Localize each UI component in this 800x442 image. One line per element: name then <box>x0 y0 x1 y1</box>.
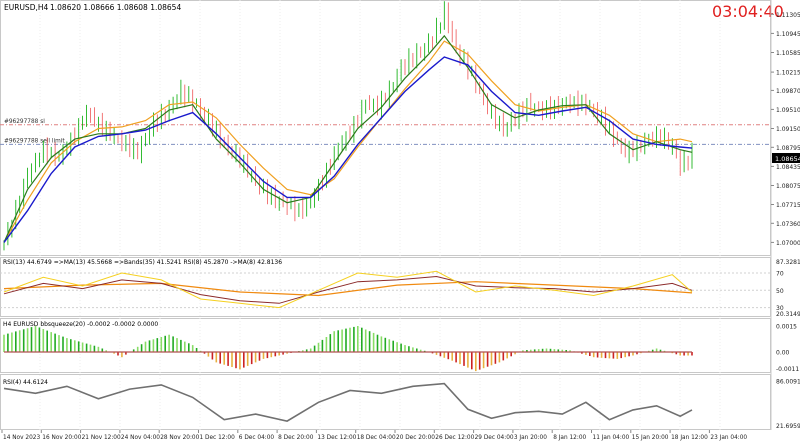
time-tick-label: 21 Nov 12:00 <box>82 435 121 441</box>
ohlc-values: 1.08620 1.08666 1.08608 1.08654 <box>50 3 181 12</box>
price-tick-label: 1.08795 <box>776 145 800 152</box>
price-tick-label: 1.10945 <box>776 31 800 38</box>
price-tick-label: 1.08435 <box>776 164 800 171</box>
squeeze-tick-label: 0.00 <box>776 350 790 357</box>
time-tick-label: 6 Dec 04:00 <box>239 435 275 441</box>
price-tick-label: 1.09510 <box>776 107 800 114</box>
rsi4-panel[interactable] <box>0 374 771 430</box>
rsi4-axis: 86.0091 21.6959 <box>776 378 800 430</box>
squeeze-axis: 0.0015 0.00 -0.0011 <box>776 324 799 374</box>
price-tick-label: 1.10215 <box>776 70 800 77</box>
rsi-tick-label: 20.3149 <box>776 311 800 318</box>
time-tick-label: 26 Dec 12:00 <box>435 435 474 441</box>
server-clock: 03:04:40 <box>712 2 784 21</box>
price-tick-label: 1.09870 <box>776 88 800 95</box>
time-tick-label: 3 Jan 20:00 <box>514 435 547 441</box>
squeeze-histogram <box>3 326 693 372</box>
time-tick-label: 18 Dec 04:00 <box>357 435 396 441</box>
time-axis: 14 Nov 2023 16 Nov 20:00 21 Nov 12:00 24 No… <box>1 430 747 441</box>
price-axis: 1.11305 1.10945 1.10585 1.10215 1.09870 1.095… <box>771 12 800 247</box>
squeeze-tick-label: 0.0015 <box>776 324 797 331</box>
time-tick-label: 20 Dec 20:00 <box>396 435 435 441</box>
current-price-box <box>772 153 800 163</box>
time-tick-label: 16 Nov 20:00 <box>42 435 81 441</box>
rsi-ma-line <box>3 275 693 304</box>
price-tick-label: 1.07360 <box>776 221 800 228</box>
rsi4-line <box>3 382 693 422</box>
rsi-tick-label: 30 <box>776 305 784 312</box>
rsi4-panel-label: RSI(4) 44.6124 <box>3 379 48 386</box>
time-tick-label: 29 Dec 04:00 <box>475 435 514 441</box>
time-tick-label: 8 Dec 20:00 <box>278 435 314 441</box>
symbol-label: EURUSD,H4 <box>4 3 48 12</box>
rsi4-tick-label: 86.0091 <box>776 378 800 385</box>
rsi-line <box>3 270 693 309</box>
price-tick-label: 1.07000 <box>776 240 800 247</box>
price-tick-label: 1.09150 <box>776 126 800 133</box>
ma-slow-line <box>3 56 693 243</box>
rsi-tick-label: 70 <box>776 271 784 278</box>
squeeze-panel-label: H4 EURUSD bbsqueeze(20) -0.0002 -0.0002 … <box>3 321 158 328</box>
rsi-bands-line <box>3 281 693 297</box>
rsi4-tick-label: 21.6959 <box>776 423 800 430</box>
time-tick-label: 18 Jan 12:00 <box>671 435 708 441</box>
price-tick-label: 1.08075 <box>776 183 800 190</box>
main-price-panel[interactable] <box>0 0 771 256</box>
time-tick-label: 23 Jan 04:00 <box>710 435 747 441</box>
current-price: 1.08654 <box>775 155 800 163</box>
rsi-panel-label: RSI(13) 44.6749 =>MA(13) 45.5668 =>Bands… <box>3 259 282 266</box>
rsi-tick-label: 87.3281 <box>776 259 800 266</box>
price-tick-label: 1.11305 <box>776 12 800 19</box>
time-tick-label: 15 Jan 20:00 <box>632 435 669 441</box>
order-line-label: #96297788 sell limit <box>4 138 65 144</box>
time-tick-label: 8 Jan 12:00 <box>553 435 586 441</box>
time-tick-label: 11 Jan 04:00 <box>593 435 630 441</box>
time-tick-label: 1 Dec 12:00 <box>200 435 236 441</box>
order-line-label: #96297788 sl <box>4 119 45 125</box>
price-tick-label: 1.07715 <box>776 202 800 209</box>
time-tick-label: 28 Nov 20:00 <box>160 435 199 441</box>
time-tick-label: 13 Dec 12:00 <box>317 435 356 441</box>
rsi-tick-label: 50 <box>776 288 784 295</box>
time-tick-label: 24 Nov 04:00 <box>121 435 160 441</box>
time-tick-label: 14 Nov 2023 <box>3 435 40 441</box>
price-tick-label: 1.10585 <box>776 50 800 57</box>
squeeze-tick-label: -0.0011 <box>776 366 799 373</box>
